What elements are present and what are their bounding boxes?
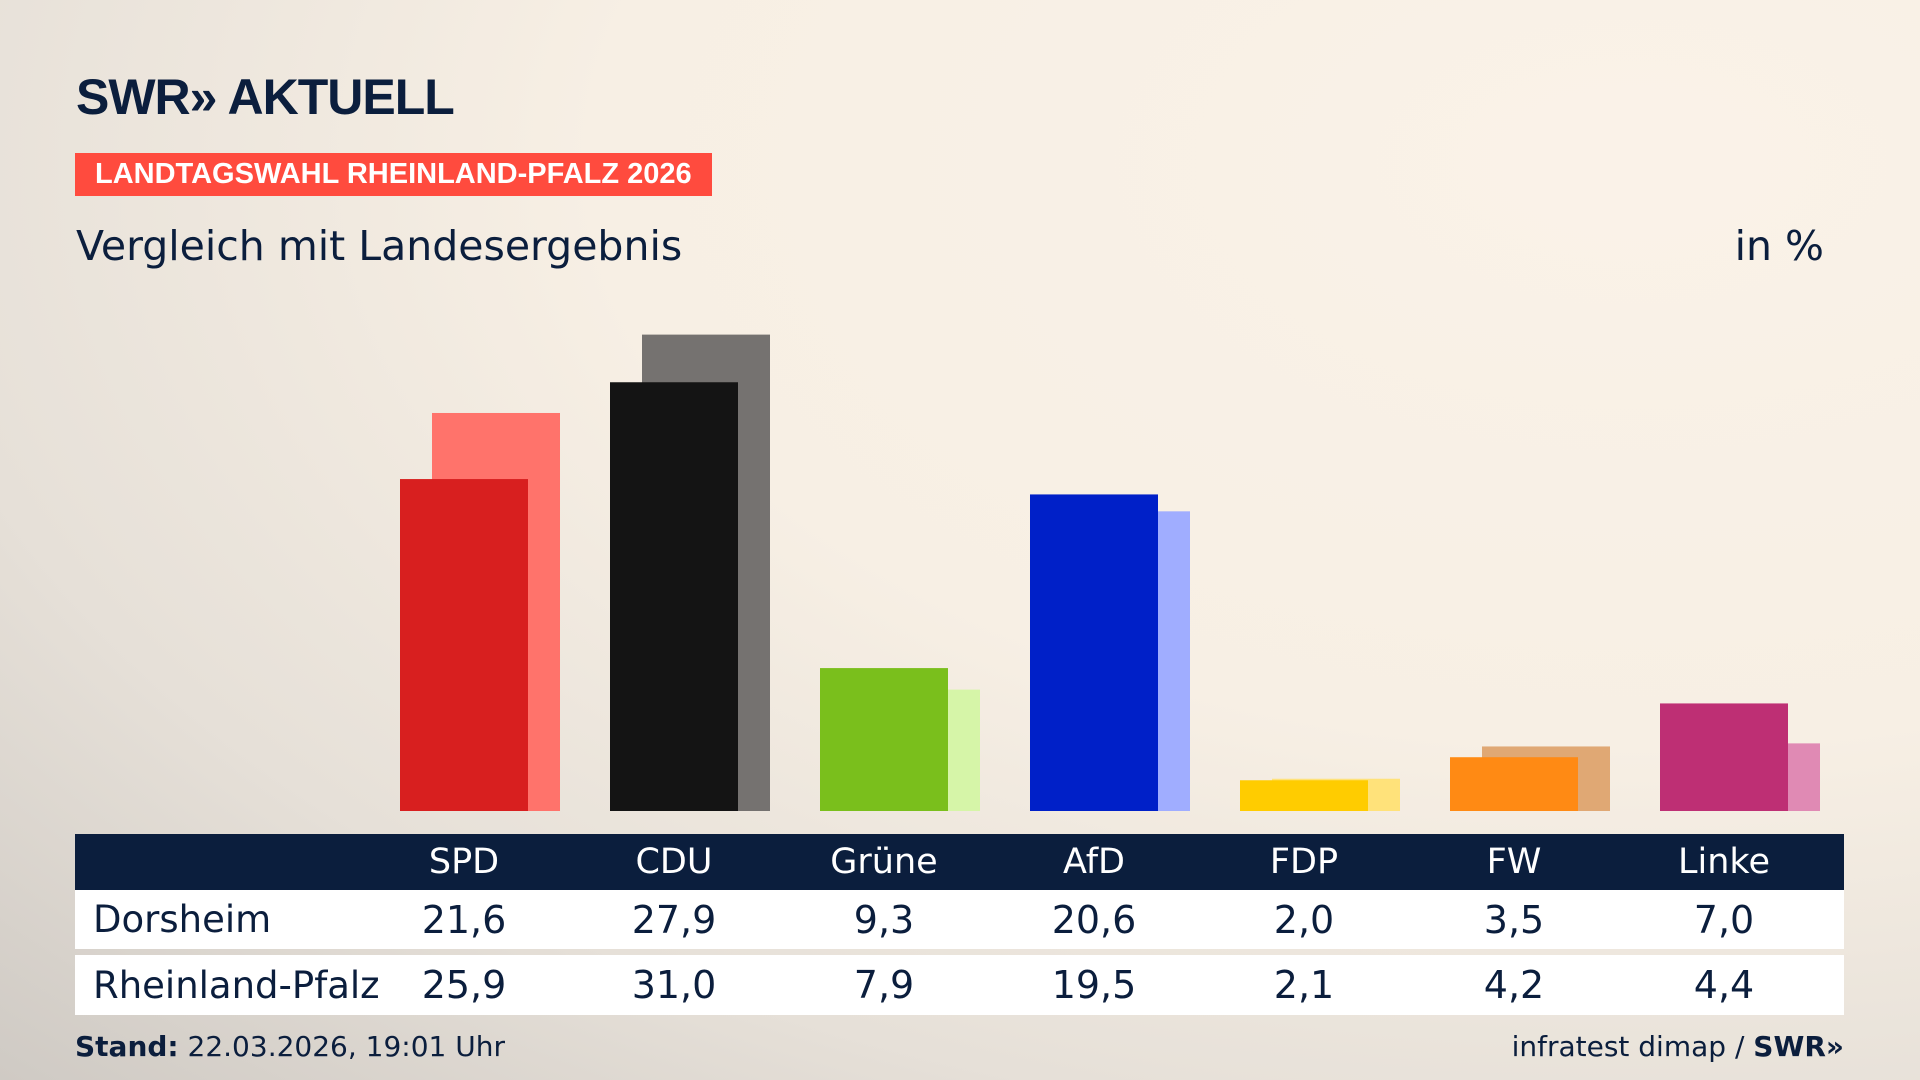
value-cell: 4,4 [1693,963,1755,1007]
value-cell: 2,0 [1273,897,1335,942]
stand-label: Stand: [75,1030,179,1063]
value-cell: 7,9 [853,963,915,1007]
results-table: SPD CDU Grüne AfD FDP FW Linke Dorsheim 21,6 27… [75,834,1844,1015]
value-cell: 25,9 [421,963,507,1007]
table-header: SPD CDU Grüne AfD FDP FW Linke [75,834,1844,890]
value-cell: 7,0 [1693,897,1755,942]
table-row: Rheinland-Pfalz 25,9 31,0 7,9 19,5 2,1 4,2 4,4 [75,955,1844,1015]
column-header: FW [1486,842,1542,882]
value-cell: 4,2 [1483,963,1545,1007]
value-cell: 20,6 [1051,897,1137,942]
bar-afd-dorsheim [1030,494,1158,811]
column-header: CDU [635,842,713,882]
source-text: infratest dimap / [1511,1030,1745,1063]
row-label: Rheinland-Pfalz [93,963,380,1007]
column-header: Grüne [830,842,938,882]
swr-aktuell-logo: SWR» AKTUELL [76,69,455,125]
column-header: SPD [428,842,500,882]
stand-value: 22.03.2026, 19:01 Uhr [187,1030,505,1063]
value-cell: 9,3 [853,897,915,942]
value-cell: 19,5 [1051,963,1137,1007]
unit-label: in % [1734,222,1824,270]
bar-grüne-dorsheim [820,668,948,811]
table-row: Dorsheim 21,6 27,9 9,3 20,6 2,0 3,5 7,0 [75,890,1844,949]
source: infratest dimap / SWR» [1512,1030,1844,1063]
bar-linke-dorsheim [1660,703,1788,811]
chart-subtitle: Vergleich mit Landesergebnis [76,222,683,270]
bar-fw-dorsheim [1450,757,1578,811]
row-label: Dorsheim [93,898,272,941]
column-header: FDP [1269,842,1339,882]
timestamp: Stand: 22.03.2026, 19:01 Uhr [75,1030,505,1063]
bar-cdu-dorsheim [610,382,738,811]
bar-spd-dorsheim [400,479,528,811]
value-cell: 27,9 [631,897,717,942]
value-cell: 31,0 [631,963,717,1007]
bar-fdp-dorsheim [1240,780,1368,811]
column-header: AfD [1063,842,1125,882]
value-cell: 21,6 [421,897,507,942]
column-header: Linke [1678,842,1770,882]
value-cell: 3,5 [1483,897,1545,942]
swr-footer-logo: SWR» [1753,1030,1844,1063]
value-cell: 2,1 [1273,963,1335,1007]
election-badge: LANDTAGSWAHL RHEINLAND-PFALZ 2026 [75,153,712,196]
